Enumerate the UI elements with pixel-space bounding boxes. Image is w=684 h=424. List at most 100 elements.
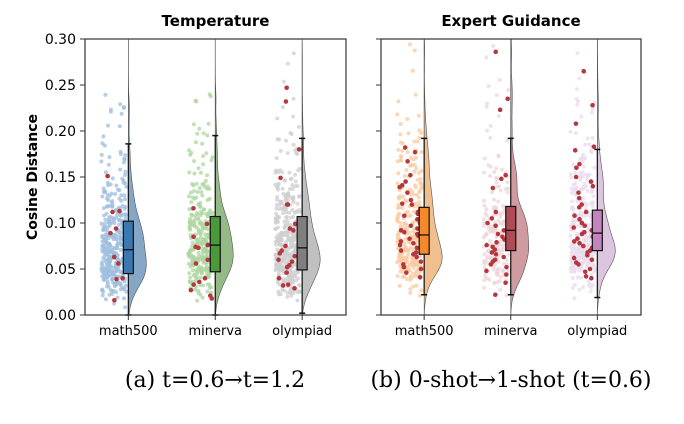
strip-point bbox=[123, 153, 128, 158]
strip-point bbox=[105, 204, 110, 209]
strip-point bbox=[100, 141, 105, 146]
strip-point bbox=[115, 295, 120, 300]
category-math500: math500 bbox=[395, 38, 454, 339]
strip-point bbox=[188, 190, 193, 195]
strip-point bbox=[277, 234, 282, 239]
strip-point bbox=[200, 141, 205, 146]
strip-point bbox=[101, 189, 106, 194]
strip-point bbox=[396, 171, 401, 176]
strip-point bbox=[115, 253, 120, 258]
strip-point bbox=[201, 154, 206, 159]
strip-point bbox=[99, 159, 104, 164]
strip-point bbox=[412, 169, 417, 174]
strip-point bbox=[412, 48, 417, 53]
strip-point bbox=[118, 287, 123, 292]
strip-point bbox=[292, 210, 297, 215]
highlighted-point bbox=[501, 254, 506, 260]
strip-point bbox=[481, 198, 486, 203]
highlighted-point bbox=[581, 68, 587, 74]
x-tick-label: olympiad bbox=[272, 324, 332, 339]
strip-point bbox=[590, 204, 595, 209]
highlighted-point bbox=[503, 280, 508, 286]
strip-point bbox=[196, 254, 201, 259]
strip-point bbox=[498, 188, 503, 193]
strip-point bbox=[496, 154, 501, 159]
strip-point bbox=[578, 255, 583, 260]
strip-point bbox=[190, 268, 195, 273]
highlighted-point bbox=[489, 250, 495, 255]
highlighted-point bbox=[285, 282, 291, 287]
strip-point bbox=[192, 223, 197, 228]
strip-point bbox=[284, 230, 289, 235]
strip-point bbox=[400, 148, 405, 153]
strip-point bbox=[488, 123, 493, 128]
strip-point bbox=[504, 293, 509, 298]
strip-point bbox=[499, 167, 504, 172]
strip-point bbox=[282, 178, 287, 183]
strip-point bbox=[274, 168, 279, 173]
strip-point bbox=[292, 274, 297, 279]
highlighted-point bbox=[202, 275, 208, 281]
strip-point bbox=[280, 231, 285, 236]
highlighted-point bbox=[398, 239, 404, 244]
strip-point bbox=[118, 167, 123, 172]
strip-point bbox=[117, 124, 122, 129]
strip-point bbox=[587, 142, 592, 147]
strip-point bbox=[411, 220, 416, 225]
strip-point bbox=[205, 254, 210, 259]
strip-point bbox=[113, 191, 118, 196]
strip-point bbox=[482, 203, 487, 208]
strip-point bbox=[194, 181, 199, 186]
strip-point bbox=[405, 116, 410, 121]
highlighted-point bbox=[409, 202, 415, 207]
highlighted-point bbox=[205, 242, 211, 248]
strip-point bbox=[122, 296, 127, 301]
strip-point bbox=[402, 274, 407, 279]
y-tick-label: 0.10 bbox=[45, 216, 76, 232]
strip-point bbox=[491, 197, 496, 202]
highlighted-point bbox=[116, 261, 121, 266]
strip-point bbox=[112, 251, 117, 256]
strip-point bbox=[274, 206, 279, 211]
strip-point bbox=[488, 135, 493, 140]
strip-point bbox=[191, 273, 196, 278]
strip-point bbox=[277, 214, 282, 219]
strip-point bbox=[277, 137, 282, 142]
highlighted-point bbox=[493, 49, 498, 55]
strip-point bbox=[285, 61, 290, 66]
strip-point bbox=[295, 201, 300, 206]
strip-point bbox=[281, 191, 286, 196]
highlighted-point bbox=[504, 272, 509, 277]
strip-point bbox=[498, 274, 503, 279]
strip-point bbox=[105, 225, 110, 230]
strip-point bbox=[203, 178, 208, 183]
strip-point bbox=[568, 258, 573, 263]
strip-point bbox=[573, 131, 578, 136]
strip-point bbox=[582, 181, 587, 186]
strip-point bbox=[397, 205, 402, 210]
strip-point bbox=[591, 194, 596, 199]
strip-point bbox=[399, 154, 404, 159]
highlighted-point bbox=[196, 245, 201, 251]
axes-frame bbox=[380, 38, 642, 316]
strip-point bbox=[396, 232, 401, 237]
strip-point bbox=[397, 283, 402, 288]
strip-point bbox=[281, 211, 286, 216]
strip-point bbox=[491, 206, 496, 211]
strip-point bbox=[297, 194, 302, 199]
strip-point bbox=[585, 188, 590, 193]
highlighted-point bbox=[588, 179, 594, 184]
strip-point bbox=[583, 206, 588, 211]
strip-point bbox=[411, 192, 416, 197]
strip-point bbox=[187, 221, 192, 226]
strip-point bbox=[395, 273, 400, 278]
category-olympiad: olympiad bbox=[272, 38, 332, 339]
strip-point bbox=[106, 284, 111, 289]
strip-point bbox=[284, 138, 289, 143]
strip-point bbox=[103, 237, 108, 242]
strip-point bbox=[99, 152, 104, 157]
strip-point bbox=[279, 237, 284, 242]
strip-point bbox=[289, 272, 294, 277]
strip-point bbox=[496, 218, 501, 223]
strip-point bbox=[278, 243, 283, 248]
